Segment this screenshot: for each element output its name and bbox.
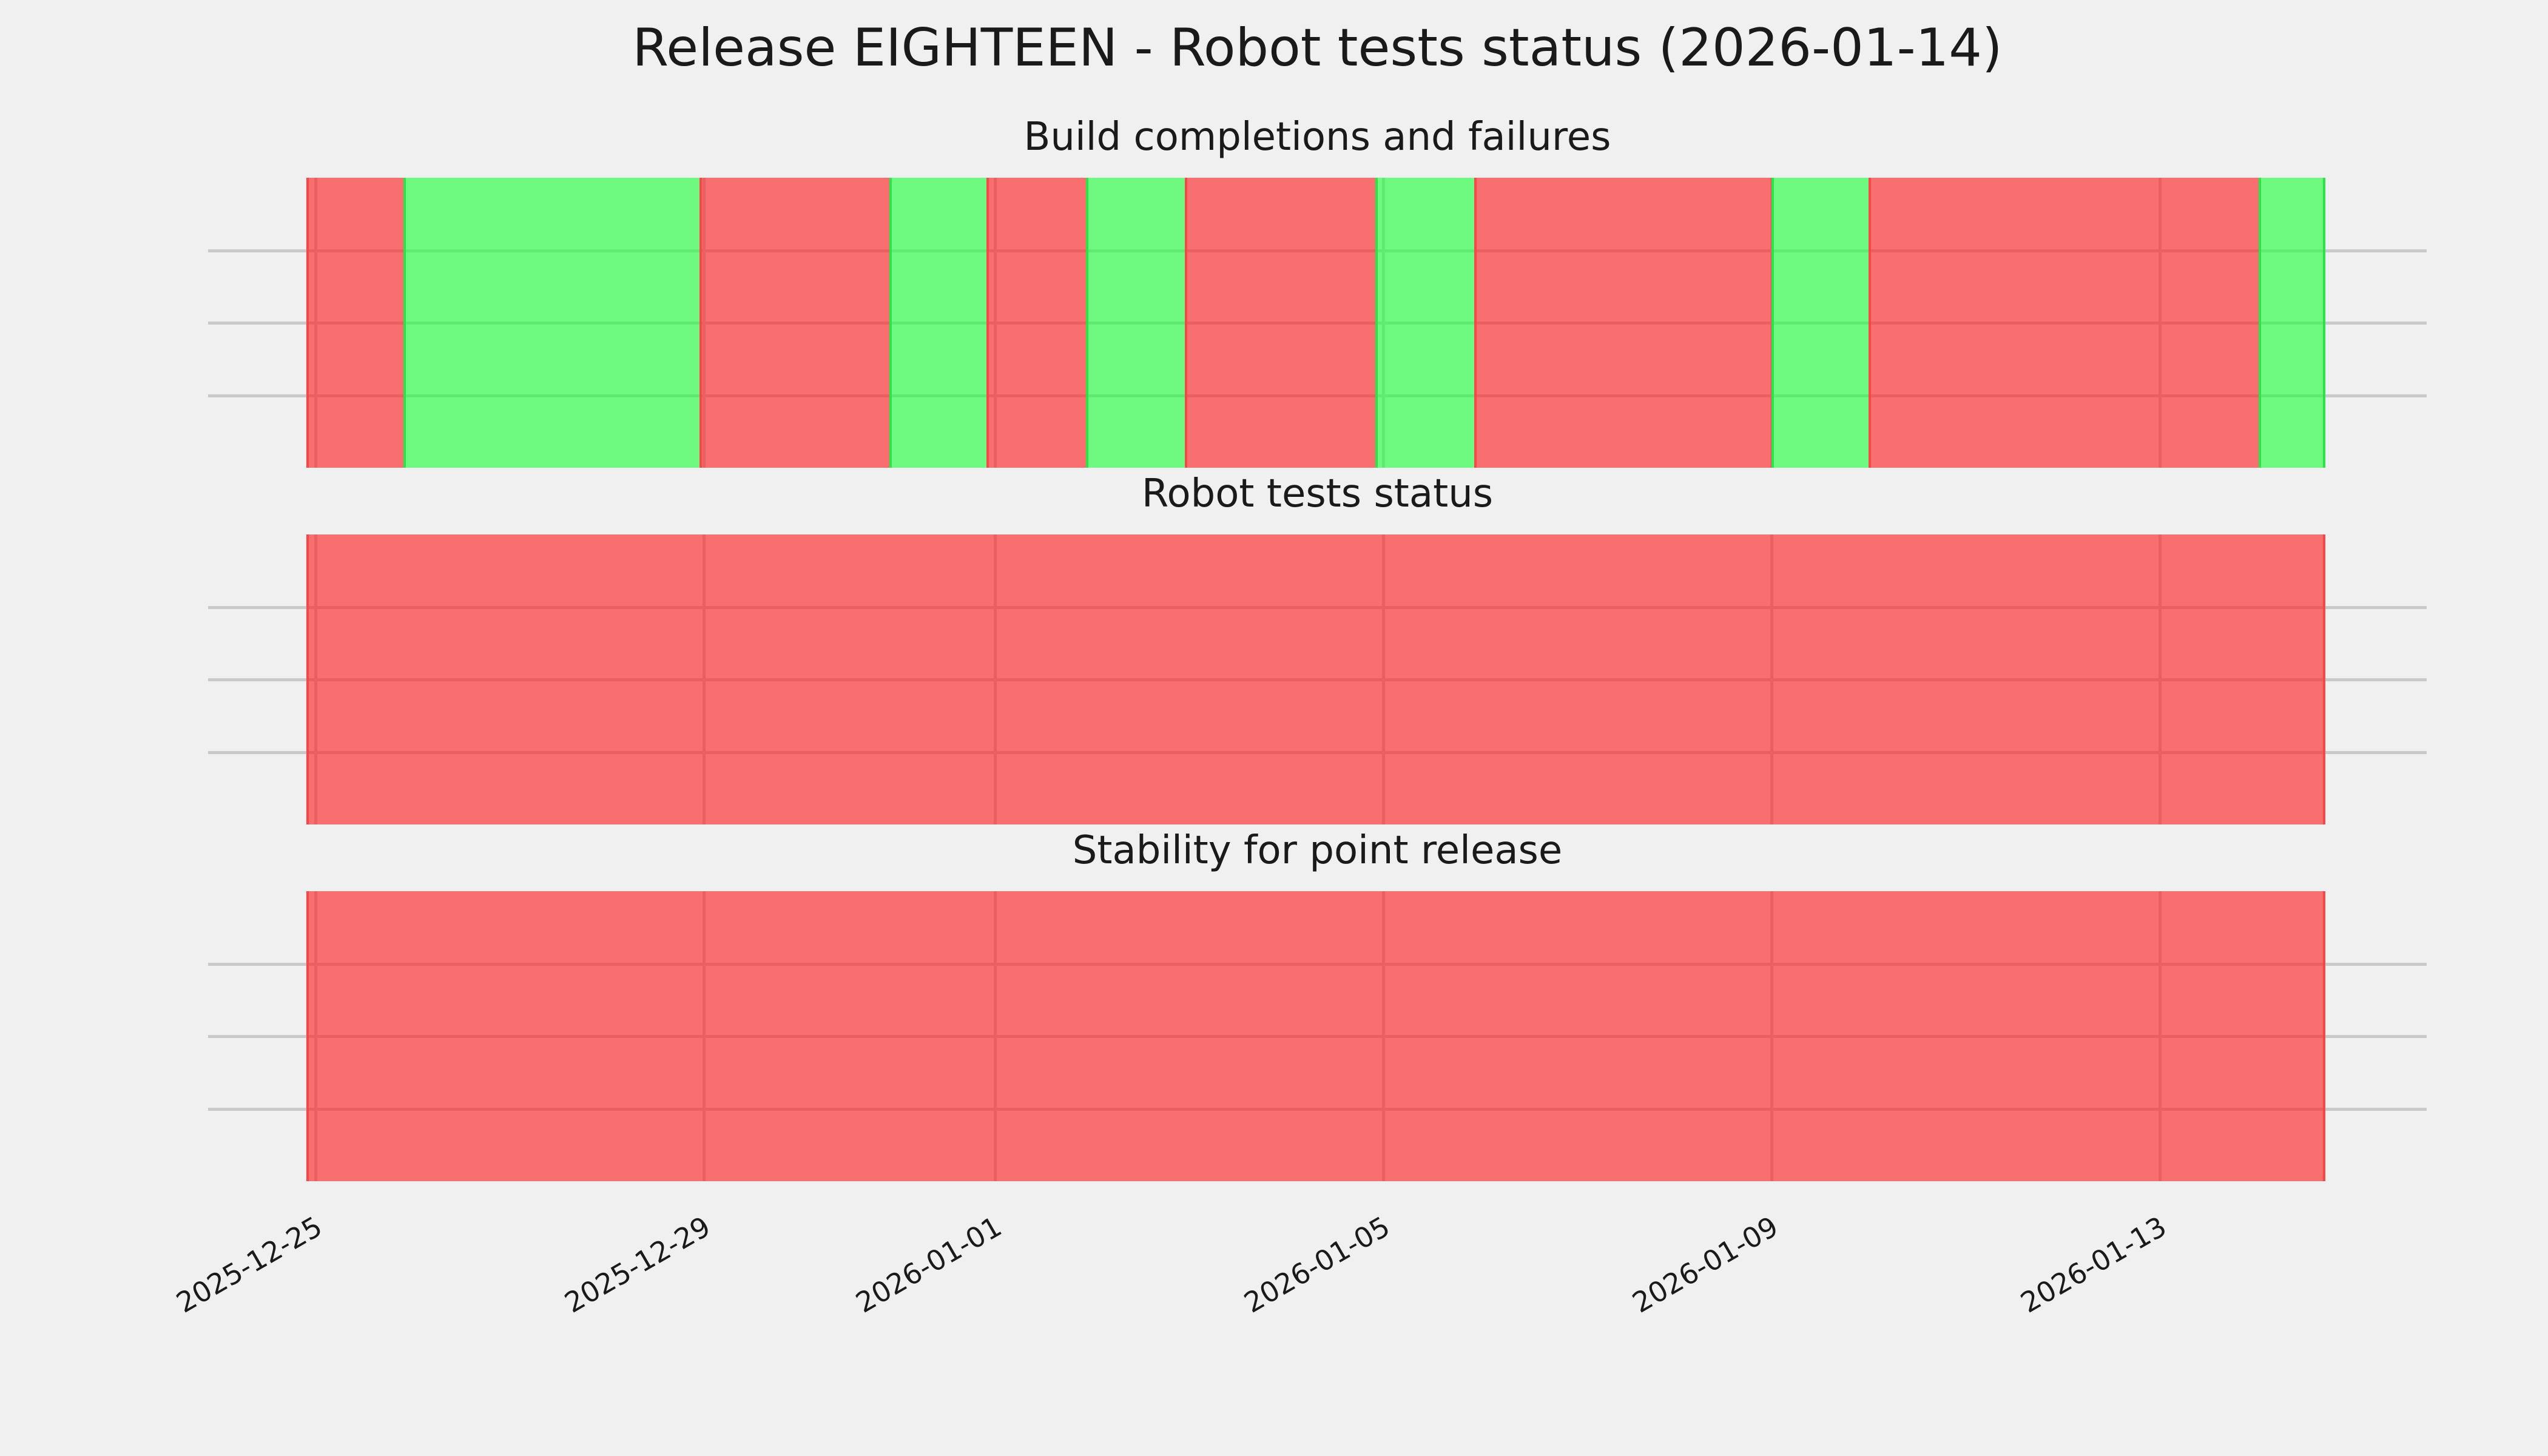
x-tick-label-2026-01-05: 2026-01-05 [1238,1210,1395,1320]
subplot-title-stability: Stability for point release [1072,828,1563,873]
status-segment-fail [699,178,890,468]
status-segment-fail [986,178,1086,468]
x-tick-label-2026-01-13: 2026-01-13 [2015,1210,2172,1320]
subplot-title-robot-tests: Robot tests status [1141,471,1494,516]
status-segment-pass [889,178,987,468]
status-segment-fail [306,891,2326,1181]
status-segment-fail [306,534,2326,824]
status-segment-fail [1185,178,1375,468]
x-tick-label-2026-01-09: 2026-01-09 [1626,1210,1784,1320]
status-segment-fail [306,178,403,468]
status-segment-pass [403,178,700,468]
status-segment-pass [1771,178,1869,468]
subplot-title-build-completions: Build completions and failures [1023,115,1611,160]
status-segment-fail [1474,178,1771,468]
status-segment-fail [1868,178,2259,468]
status-segment-pass [2259,178,2326,468]
subplot-axes-robot-tests [208,534,2427,824]
subplot-axes-stability [208,891,2427,1181]
subplot-axes-build-completions [208,178,2427,468]
status-segment-pass [1375,178,1474,468]
chart-title: Release EIGHTEEN - Robot tests status (2… [632,18,2003,78]
status-segment-pass [1085,178,1185,468]
x-tick-label-2025-12-25: 2025-12-25 [170,1210,328,1320]
